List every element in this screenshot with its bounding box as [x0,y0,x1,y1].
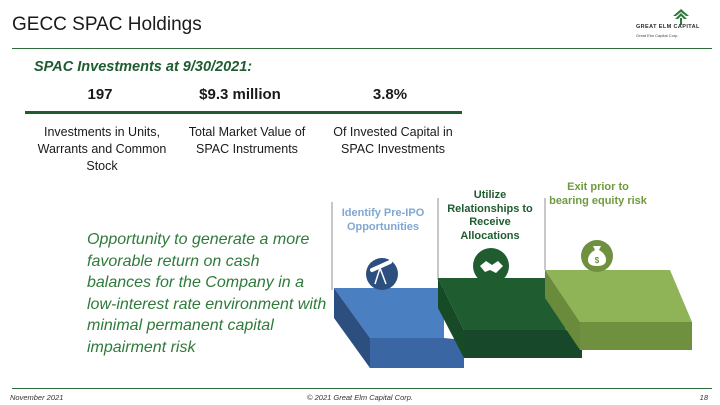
step-block-utilize [438,278,582,358]
step-label-exit: Exit prior to bearing equity risk [549,181,647,207]
money-bag-icon: $ [581,240,613,272]
footer-copyright: © 2021 Great Elm Capital Corp. [307,393,413,402]
opportunity-statement: Opportunity to generate a more favorable… [87,231,327,356]
svg-text:$: $ [595,256,600,265]
stat-value-market-value: $9.3 million [199,86,281,103]
company-logo: GREAT ELM CAPITAL Great Elm Capital Corp… [634,8,716,42]
page-number: 18 [699,393,708,402]
stat-value-investments: 197 [87,86,113,103]
step-block-exit [545,270,692,350]
step-label-identify: Identify Pre-IPO Opportunities [341,207,425,233]
logo-text: GREAT ELM CAPITAL [636,24,700,30]
stat-description-invested-capital: Of Invested Capital in SPAC Investments [333,125,453,156]
section-subtitle: SPAC Investments at 9/30/2021: [34,59,253,75]
page-title: GECC SPAC Holdings [12,14,202,35]
header-divider [12,48,712,49]
footer-date: November 2021 [10,393,64,402]
stats-divider [25,111,462,114]
telescope-icon [366,258,398,290]
tree-logo-icon [673,9,689,25]
stat-description-market-value: Total Market Value of SPAC Instruments [188,125,306,156]
logo-tagline: Great Elm Capital Corp. [636,33,679,38]
stat-description-investments: Investments in Units, Warrants and Commo… [37,125,167,173]
step-block-identify [334,288,464,368]
stat-value-invested-capital: 3.8% [372,86,408,103]
handshake-icon [473,248,509,284]
process-steps-graphic: $ [331,198,692,368]
step-label-utilize: Utilize Relationships to Receive Allocat… [447,189,533,242]
footer-divider [12,388,712,389]
